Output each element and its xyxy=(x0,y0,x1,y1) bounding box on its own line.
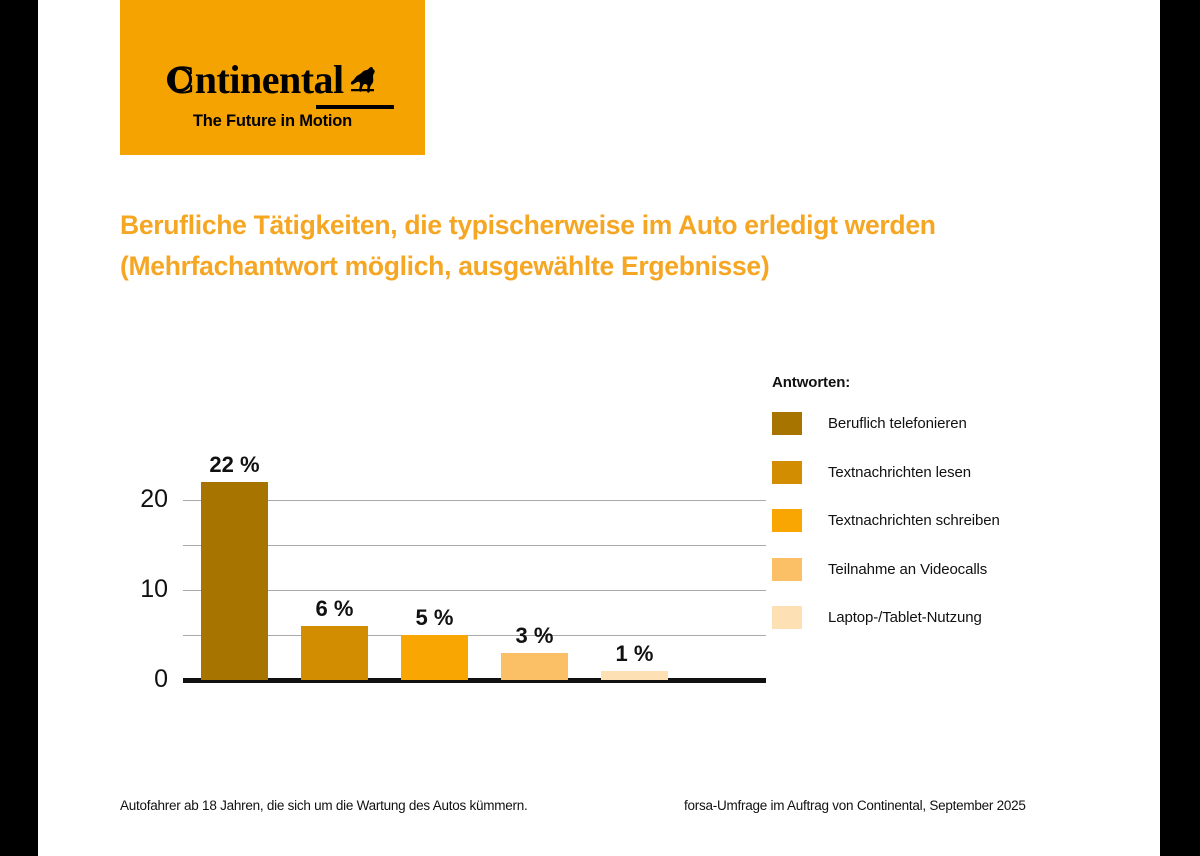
logo-wordmark-text: Cntinental xyxy=(166,60,378,100)
chart-plot-area xyxy=(183,455,766,683)
chart-gridline xyxy=(183,500,766,501)
legend-swatch xyxy=(772,606,802,629)
legend-item-label: Laptop-/Tablet-Nutzung xyxy=(828,609,982,626)
chart-bar[interactable] xyxy=(201,482,268,680)
bar-value-label: 6 % xyxy=(315,596,354,621)
y-axis-tick-label: 0 xyxy=(154,665,168,693)
y-axis-tick-label: 20 xyxy=(140,485,168,513)
legend-heading: Antworten: xyxy=(772,374,851,391)
logo-c-ring-icon xyxy=(167,67,193,92)
logo-divider xyxy=(316,105,394,109)
chart-bar[interactable] xyxy=(501,653,568,680)
legend-item[interactable]: Laptop-/Tablet-Nutzung xyxy=(772,606,1102,629)
legend-item[interactable]: Teilnahme an Videocalls xyxy=(772,557,1102,581)
logo-tagline: The Future in Motion xyxy=(192,112,353,130)
bar-value-label: 22 % xyxy=(209,452,260,477)
chart-gridline xyxy=(183,590,766,591)
chart-axis-baseline xyxy=(183,678,766,683)
legend-item[interactable]: Textnachrichten schreiben xyxy=(772,509,1102,532)
logo-wordmark-rest: ntinental xyxy=(194,57,344,102)
footnote-sample: Autofahrer ab 18 Jahren, die sich um die… xyxy=(120,798,528,813)
rearing-horse-icon xyxy=(350,66,375,93)
page-title: Berufliche Tätigkeiten, die typischerwei… xyxy=(120,210,936,281)
infographic-canvas: Cntinental The Future in Motion Beruflic… xyxy=(38,0,1160,856)
legend-item-label: Textnachrichten lesen xyxy=(828,463,971,481)
legend-swatch xyxy=(772,509,802,532)
legend-item-label: Beruflich telefonieren xyxy=(828,415,967,432)
bar-value-label: 5 % xyxy=(415,605,454,630)
continental-logo: Cntinental The Future in Motion xyxy=(120,0,425,155)
legend-swatch xyxy=(772,412,802,435)
legend-swatch xyxy=(772,460,802,484)
bar-value-label: 1 % xyxy=(615,641,654,666)
footnote-source: forsa-Umfrage im Auftrag von Continental… xyxy=(684,798,1026,813)
legend-item[interactable]: Textnachrichten lesen xyxy=(772,460,1102,484)
logo-wordmark: Cntinental xyxy=(120,60,425,100)
legend-item-label: Teilnahme an Videocalls xyxy=(828,560,988,578)
legend-item[interactable]: Beruflich telefonieren xyxy=(772,412,1102,435)
chart-bar[interactable] xyxy=(401,635,468,680)
legend-swatch xyxy=(772,557,802,581)
chart-gridline xyxy=(183,635,766,636)
chart-bar[interactable] xyxy=(601,671,668,680)
chart-gridline xyxy=(183,545,766,546)
chart-bar[interactable] xyxy=(301,626,368,680)
bar-chart: 0 10 20 22 % 6 % 5 % 3 % 1 % xyxy=(120,430,780,700)
chart-legend: Antworten: Beruflich telefonieren Textnac… xyxy=(772,374,1102,655)
y-axis-tick-label: 10 xyxy=(140,575,168,603)
bar-value-label: 3 % xyxy=(515,623,554,648)
legend-item-list: Beruflich telefonieren Textnachrichten le… xyxy=(772,412,1102,629)
legend-item-label: Textnachrichten schreiben xyxy=(828,512,1000,529)
